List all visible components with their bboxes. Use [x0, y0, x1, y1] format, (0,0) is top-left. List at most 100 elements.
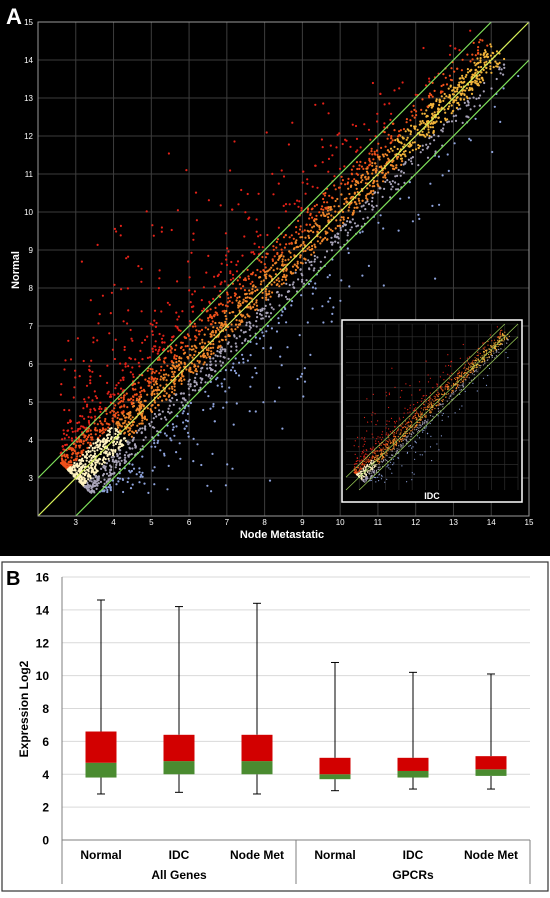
- scatter-point: [195, 373, 198, 376]
- inset-point: [394, 436, 397, 438]
- scatter-point: [108, 451, 111, 454]
- scatter-point: [272, 193, 275, 196]
- scatter-point: [338, 132, 341, 135]
- scatter-point: [178, 442, 181, 445]
- scatter-point: [117, 414, 120, 417]
- scatter-point: [231, 330, 234, 333]
- scatter-point: [99, 434, 102, 437]
- scatter-point: [243, 339, 246, 342]
- scatter-point: [358, 199, 361, 202]
- scatter-point: [348, 285, 351, 288]
- scatter-point: [146, 393, 149, 396]
- scatter-x-tick-label: 6: [187, 518, 192, 527]
- scatter-point: [477, 66, 480, 69]
- scatter-point: [397, 139, 400, 142]
- scatter-point: [175, 398, 178, 402]
- scatter-point: [327, 112, 330, 115]
- scatter-point: [168, 394, 171, 397]
- scatter-point: [107, 448, 110, 451]
- scatter-point: [90, 487, 93, 490]
- scatter-point: [89, 441, 92, 445]
- scatter-point: [61, 454, 64, 457]
- scatter-point: [226, 342, 229, 345]
- scatter-point: [170, 439, 173, 442]
- scatter-point: [228, 311, 231, 315]
- scatter-point: [153, 309, 157, 312]
- scatter-point: [381, 171, 384, 174]
- scatter-point: [425, 115, 428, 118]
- inset-point: [461, 376, 463, 378]
- scatter-point: [130, 435, 133, 438]
- scatter-point: [394, 181, 397, 184]
- scatter-point: [144, 378, 147, 381]
- scatter-point: [261, 307, 264, 310]
- box-plot: [397, 671, 429, 790]
- inset-point: [372, 471, 374, 473]
- scatter-point: [124, 363, 127, 366]
- scatter-point: [196, 443, 199, 446]
- inset-point: [368, 472, 370, 474]
- scatter-point: [153, 439, 156, 442]
- scatter-point: [311, 226, 314, 229]
- inset-point: [370, 474, 372, 476]
- scatter-point: [294, 268, 297, 272]
- scatter-point: [466, 53, 469, 56]
- scatter-point: [437, 135, 440, 138]
- scatter-point: [304, 249, 307, 252]
- inset-point: [369, 463, 371, 466]
- scatter-point: [258, 259, 261, 262]
- scatter-point: [358, 202, 361, 205]
- scatter-point: [481, 39, 484, 42]
- scatter-point: [178, 356, 181, 359]
- scatter-point: [107, 390, 110, 393]
- inset-point: [381, 431, 384, 433]
- scatter-point: [108, 433, 111, 436]
- scatter-point: [341, 210, 345, 213]
- scatter-point: [414, 148, 418, 151]
- scatter-point: [433, 111, 436, 114]
- inset-point: [371, 455, 373, 457]
- inset-point: [493, 342, 495, 344]
- scatter-point: [246, 359, 249, 362]
- scatter-point: [251, 271, 255, 274]
- scatter-point: [291, 121, 294, 124]
- scatter-point: [138, 404, 141, 407]
- inset-point: [382, 456, 384, 458]
- scatter-point: [258, 246, 261, 249]
- scatter-point: [192, 232, 195, 235]
- scatter-point: [381, 153, 384, 156]
- inset-point: [363, 454, 365, 456]
- scatter-point: [450, 112, 453, 115]
- scatter-point: [230, 260, 233, 264]
- scatter-point: [83, 473, 87, 476]
- inset-point: [507, 357, 509, 359]
- scatter-point: [195, 336, 198, 339]
- scatter-point: [374, 153, 377, 156]
- scatter-point: [114, 387, 117, 390]
- scatter-point: [153, 442, 156, 445]
- inset-point: [371, 462, 373, 465]
- inset-point: [388, 420, 390, 422]
- scatter-point: [123, 345, 126, 349]
- scatter-point: [307, 282, 311, 286]
- scatter-point: [82, 440, 85, 443]
- inset-point: [475, 367, 477, 369]
- scatter-point: [105, 480, 108, 483]
- scatter-point: [242, 331, 245, 334]
- scatter-point: [149, 322, 152, 325]
- scatter-point: [405, 118, 408, 121]
- scatter-point: [123, 404, 126, 407]
- inset-point: [432, 387, 434, 389]
- scatter-point: [123, 432, 126, 435]
- scatter-point: [438, 103, 441, 107]
- scatter-point: [213, 334, 216, 337]
- scatter-x-axis-label: Node Metastatic: [240, 529, 324, 541]
- scatter-point: [282, 282, 285, 285]
- scatter-point: [384, 145, 387, 148]
- scatter-point: [306, 321, 309, 324]
- inset-point: [421, 454, 423, 456]
- inset-point: [413, 409, 415, 411]
- scatter-point: [216, 327, 219, 330]
- scatter-point: [355, 203, 358, 206]
- scatter-point: [183, 378, 186, 381]
